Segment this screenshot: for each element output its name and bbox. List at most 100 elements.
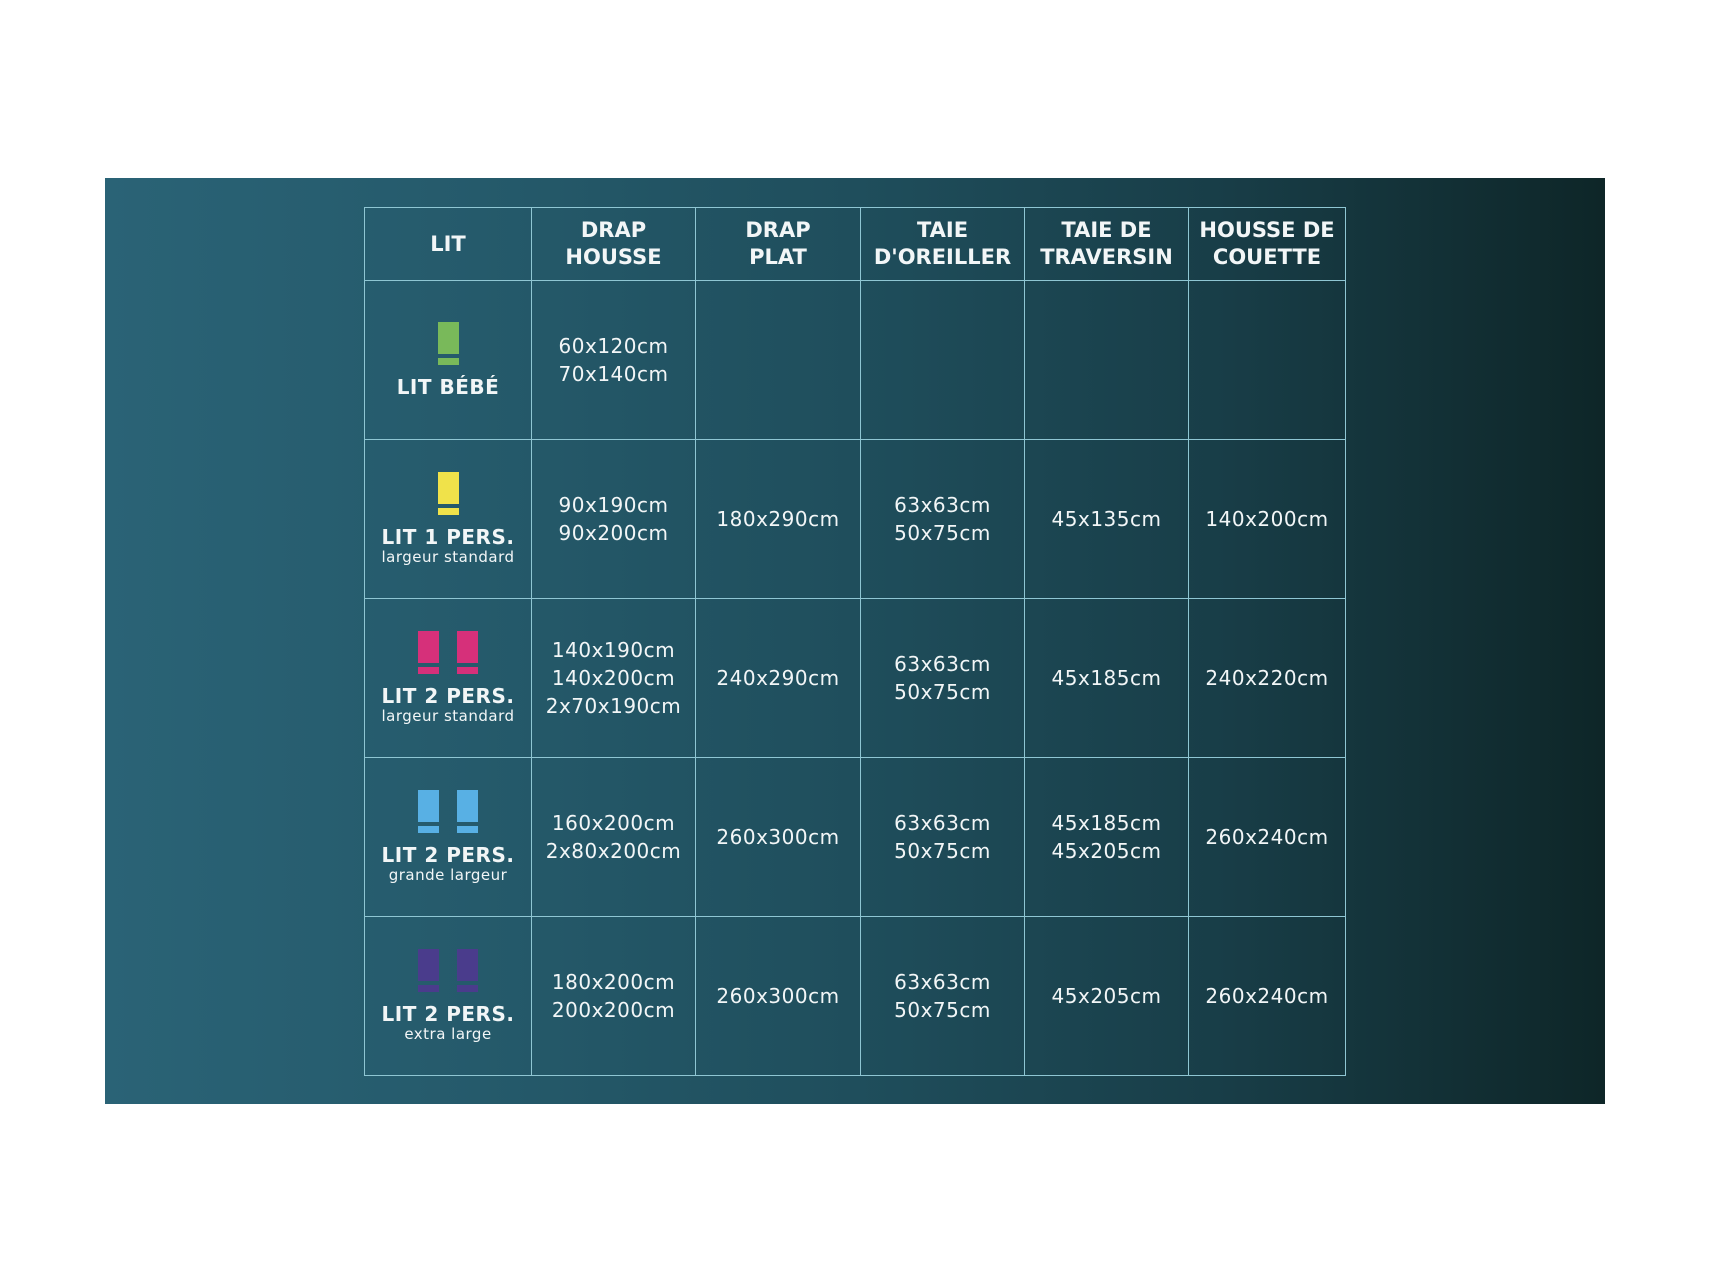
size-value: 45x205cm [1051,839,1162,863]
size-cell: 90x190cm 90x200cm [531,439,696,599]
header-label: DRAP [745,218,811,242]
size-value: 140x190cm [551,638,676,662]
size-cell: 240x290cm [695,598,861,758]
size-value: 90x200cm [558,521,669,545]
header-label: DRAP [580,218,647,242]
bed-icon [365,631,531,675]
bed-name: LIT 2 PERS. [381,843,515,867]
size-value: 260x300cm [716,825,840,849]
size-cell [860,280,1025,440]
size-value: 180x200cm [551,970,676,994]
table-row: LIT 2 PERS. largeur standard 140x190cm 140x… [364,598,1346,758]
pillow-icon [418,790,439,834]
size-cell: 260x240cm [1188,757,1346,917]
bed-type-cell: LIT 1 PERS. largeur standard [364,439,532,599]
size-cell: 260x300cm [695,757,861,917]
size-cell: 260x240cm [1188,916,1346,1076]
size-value: 45x205cm [1051,984,1162,1008]
size-cell [1024,280,1189,440]
size-value: 63x63cm [894,811,991,835]
table-row: LIT 1 PERS. largeur standard 90x190cm 90x20… [364,439,1346,599]
header-row: LIT DRAP HOUSSE DRAP PLAT TAIE D'OREILLER TAIE … [364,207,1346,281]
bed-icon [365,949,531,993]
header-cell: TAIE D'OREILLER [860,207,1025,281]
size-value: 63x63cm [894,652,991,676]
bed-subtitle: extra large [404,1025,492,1043]
header-cell: DRAP HOUSSE [531,207,696,281]
size-cell: 63x63cm 50x75cm [860,439,1025,599]
pillow-icon [418,631,439,675]
size-value: 70x140cm [558,362,669,386]
size-cell: 240x220cm [1188,598,1346,758]
size-value: 140x200cm [1205,507,1329,531]
bed-name: LIT BÉBÉ [396,375,500,399]
size-value: 160x200cm [551,811,676,835]
size-cell: 45x185cm 45x205cm [1024,757,1189,917]
size-cell: 180x290cm [695,439,861,599]
header-cell: DRAP PLAT [695,207,861,281]
bed-icon [365,472,531,516]
header-label: D'OREILLER [873,245,1012,269]
size-value: 260x240cm [1205,825,1329,849]
header-label: TRAVERSIN [1040,245,1173,269]
size-value: 2x80x200cm [545,839,682,863]
header-label: LIT [430,231,466,256]
size-value: 45x185cm [1051,811,1162,835]
table-row: LIT 2 PERS. extra large 180x200cm 200x200cm… [364,916,1346,1076]
size-cell: 180x200cm 200x200cm [531,916,696,1076]
size-value: 50x75cm [894,839,991,863]
size-value: 2x70x190cm [545,694,682,718]
size-value: 60x120cm [558,334,669,358]
size-cell: 45x205cm [1024,916,1189,1076]
size-cell [695,280,861,440]
table-row: LIT BÉBÉ 60x120cm 70x140cm [364,280,1346,440]
header-cell: TAIE DE TRAVERSIN [1024,207,1189,281]
size-cell: 63x63cm 50x75cm [860,598,1025,758]
header-cell: LIT [364,207,532,281]
header-label: TAIE [916,218,969,242]
bed-name: LIT 2 PERS. [381,1002,515,1026]
size-cell: 60x120cm 70x140cm [531,280,696,440]
header-cell: HOUSSE DE COUETTE [1188,207,1346,281]
header-label: COUETTE [1212,245,1322,269]
bed-size-table: LIT DRAP HOUSSE DRAP PLAT TAIE D'OREILLER TAIE … [364,207,1346,1076]
bed-type-cell: LIT 2 PERS. grande largeur [364,757,532,917]
size-value: 180x290cm [716,507,840,531]
size-value: 260x300cm [716,984,840,1008]
size-cell: 63x63cm 50x75cm [860,757,1025,917]
header-label: PLAT [749,245,807,269]
header-label: TAIE DE [1061,218,1152,242]
size-cell: 63x63cm 50x75cm [860,916,1025,1076]
pillow-icon [457,790,478,834]
bed-name: LIT 2 PERS. [381,684,515,708]
size-cell: 260x300cm [695,916,861,1076]
size-value: 63x63cm [894,970,991,994]
size-value: 45x185cm [1051,666,1162,690]
bed-icon [365,790,531,834]
size-value: 140x200cm [551,666,676,690]
size-cell: 140x200cm [1188,439,1346,599]
pillow-icon [457,631,478,675]
pillow-icon [437,322,459,366]
size-value: 240x290cm [716,666,840,690]
bed-type-cell: LIT 2 PERS. extra large [364,916,532,1076]
size-cell: 160x200cm 2x80x200cm [531,757,696,917]
pillow-icon [457,949,478,993]
size-value: 63x63cm [894,493,991,517]
size-value: 50x75cm [894,680,991,704]
table-row: LIT 2 PERS. grande largeur 160x200cm 2x80x2… [364,757,1346,917]
size-value: 90x190cm [558,493,669,517]
header-label: HOUSSE [565,245,662,269]
bed-type-cell: LIT 2 PERS. largeur standard [364,598,532,758]
size-value: 240x220cm [1205,666,1329,690]
size-value: 45x135cm [1051,507,1162,531]
size-cell: 45x185cm [1024,598,1189,758]
size-value: 200x200cm [551,998,676,1022]
bed-subtitle: largeur standard [381,707,515,725]
bed-name: LIT 1 PERS. [381,525,515,549]
bed-subtitle: largeur standard [381,548,515,566]
size-value: 260x240cm [1205,984,1329,1008]
bed-subtitle: grande largeur [388,866,508,884]
pillow-icon [418,949,439,993]
size-cell [1188,280,1346,440]
